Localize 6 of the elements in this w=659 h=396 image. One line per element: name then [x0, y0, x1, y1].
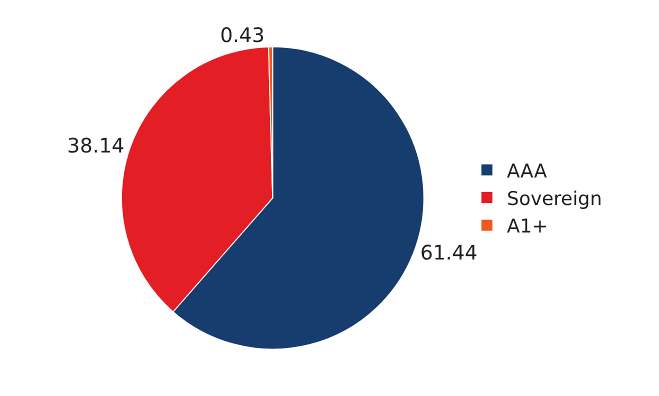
data-label: 61.44	[420, 240, 478, 265]
data-label: 0.43	[220, 22, 265, 47]
legend-label: AAA	[506, 160, 547, 182]
legend-label: A1+	[506, 216, 548, 238]
data-label: 38.14	[67, 133, 124, 158]
legend-label: Sovereign	[506, 188, 602, 210]
